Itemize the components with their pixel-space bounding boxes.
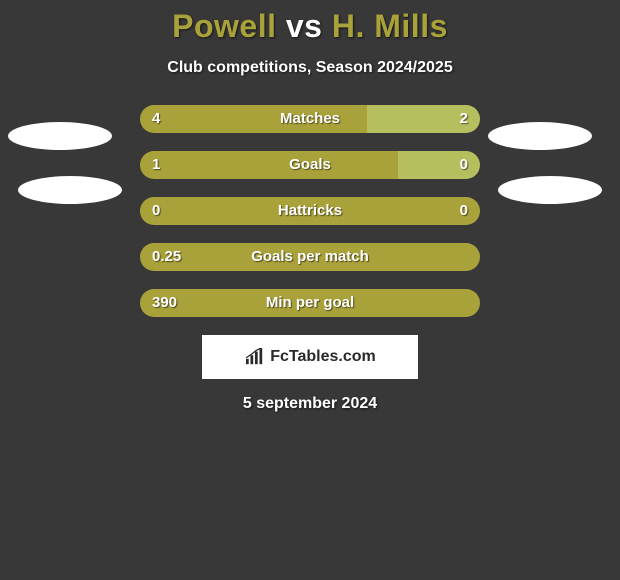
stat-right-value: 2 [460,105,468,133]
stat-name: Goals [140,151,480,179]
brand-box: FcTables.com [202,335,418,379]
decorative-ellipse [18,176,122,204]
decorative-ellipse [8,122,112,150]
subtitle: Club competitions, Season 2024/2025 [0,59,620,77]
decorative-ellipse [488,122,592,150]
title-player1: Powell [172,8,276,44]
bar-chart-icon [244,348,266,366]
stat-row: 0.25Goals per match [0,243,620,271]
stat-row: 1Goals0 [0,151,620,179]
decorative-ellipse [498,176,602,204]
infographic-container: Powell vs H. Mills Club competitions, Se… [0,0,620,413]
page-title: Powell vs H. Mills [0,8,620,45]
title-player2: H. Mills [332,8,448,44]
title-vs: vs [286,8,323,44]
stat-right-value: 0 [460,197,468,225]
stat-name: Goals per match [140,243,480,271]
stat-name: Min per goal [140,289,480,317]
stat-right-value: 0 [460,151,468,179]
stat-row: 390Min per goal [0,289,620,317]
stat-name: Matches [140,105,480,133]
brand-text: FcTables.com [270,348,376,366]
stat-name: Hattricks [140,197,480,225]
date: 5 september 2024 [0,395,620,413]
